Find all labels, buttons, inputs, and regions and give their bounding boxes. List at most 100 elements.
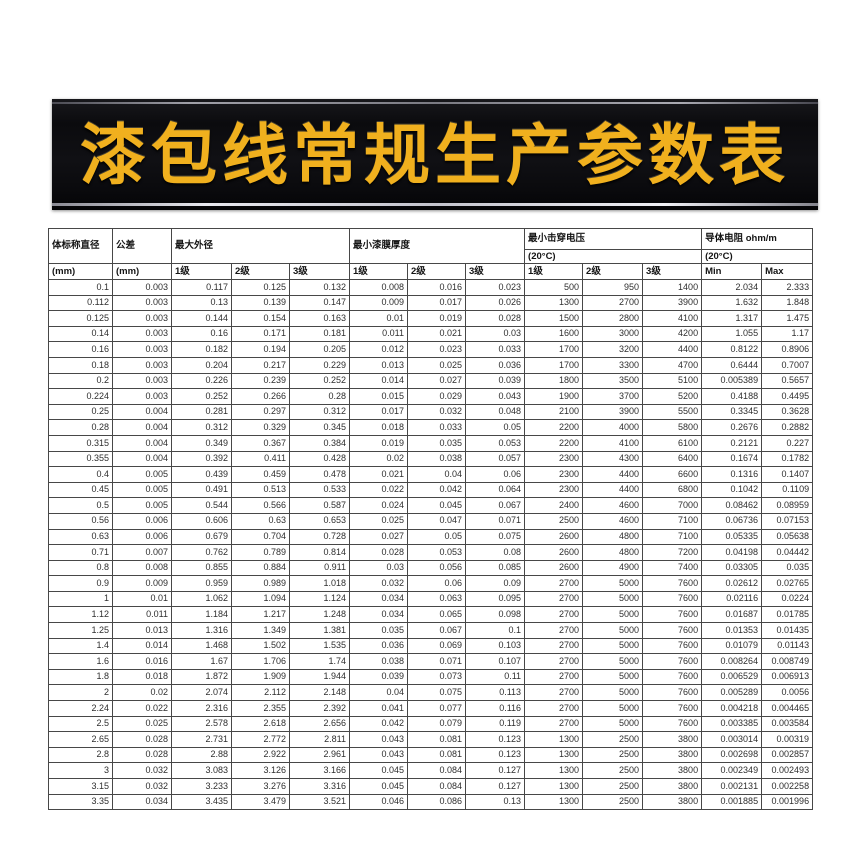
table-row: 0.4 0.005 0.439 0.459 0.478 0.021 0.04 0.06 2300… — [48, 466, 814, 483]
table-cell: 1.062 — [171, 590, 232, 608]
table-cell: 2700 — [524, 700, 584, 717]
table-cell: 1700 — [524, 356, 584, 374]
table-cell: 0.002131 — [701, 778, 763, 795]
table-cell: 0.032 — [407, 403, 467, 421]
table-cell: 3900 — [642, 294, 703, 312]
table-cell: 0.1109 — [761, 481, 814, 499]
table-cell: 1.909 — [231, 668, 290, 686]
table-cell: 2.112 — [231, 684, 290, 702]
table-cell: 0.016 — [112, 653, 172, 670]
table-cell: 0.05 — [465, 419, 526, 436]
table-cell: 0.048 — [465, 403, 526, 421]
table-cell: 4800 — [582, 544, 644, 561]
table-cell: 1.184 — [171, 606, 232, 624]
table-cell: 0.16 — [171, 325, 232, 343]
table-row: 1.4 0.014 1.468 1.502 1.535 0.036 0.069 0.103 27… — [48, 637, 814, 655]
subheader-bv-grade1: 1级 — [524, 263, 584, 280]
table-row: 0.1 0.003 0.117 0.125 0.132 0.008 0.016 0.023 50… — [48, 279, 814, 296]
table-cell: 0.039 — [349, 668, 409, 686]
table-cell: 0.003 — [112, 279, 172, 296]
table-cell: 0.224 — [48, 388, 113, 405]
table-cell: 1.502 — [231, 637, 290, 655]
table-cell: 2.355 — [231, 700, 290, 717]
table-cell: 2500 — [582, 778, 644, 795]
table-cell: 2.618 — [231, 715, 290, 733]
table-cell: 1300 — [524, 746, 584, 764]
table-cell: 0.018 — [349, 419, 409, 436]
table-cell: 0.036 — [465, 356, 526, 374]
table-cell: 3300 — [582, 356, 644, 374]
table-cell: 1900 — [524, 388, 584, 405]
table-cell: 2.731 — [171, 731, 232, 748]
table-cell: 0.2882 — [761, 419, 814, 436]
table-cell: 2.034 — [701, 279, 763, 296]
table-cell: 0.023 — [407, 341, 467, 358]
table-cell: 0.1 — [465, 622, 526, 639]
table-cell: 3800 — [642, 731, 703, 748]
table-cell: 0.113 — [465, 684, 526, 702]
table-cell: 1300 — [524, 294, 584, 312]
table-cell: 0.004 — [112, 419, 172, 436]
table-cell: 0.00319 — [761, 731, 814, 748]
table-cell: 0.002698 — [701, 746, 763, 764]
table-row: 1.6 0.016 1.67 1.706 1.74 0.038 0.071 0.107 2700… — [48, 653, 814, 670]
table-cell: 0.28 — [288, 388, 351, 405]
table-cell: 0.085 — [465, 559, 526, 577]
table-cell: 0.1674 — [701, 450, 763, 468]
table-cell: 1.74 — [288, 653, 351, 670]
table-cell: 0.63 — [48, 528, 113, 546]
table-cell: 0.4 — [48, 466, 113, 483]
table-cell: 0.204 — [171, 356, 232, 374]
table-cell: 0.003 — [112, 341, 172, 358]
table-cell: 7400 — [642, 559, 703, 577]
table-cell: 0.428 — [288, 450, 351, 468]
table-cell: 0.002258 — [761, 778, 814, 795]
subheader-tolerance-unit: (mm) — [112, 263, 172, 280]
table-cell: 2700 — [524, 575, 584, 592]
table-cell: 0.098 — [465, 606, 526, 624]
table-cell: 0.63 — [231, 512, 290, 530]
table-cell: 4400 — [582, 481, 644, 499]
table-cell: 0.039 — [465, 372, 526, 390]
table-cell: 0.312 — [288, 403, 351, 421]
subheader-film-grade1: 1级 — [349, 263, 409, 280]
table-cell: 0.4495 — [761, 388, 814, 405]
table-cell: 0.205 — [288, 341, 351, 358]
table-cell: 0.1316 — [701, 466, 763, 483]
table-cell: 0.855 — [171, 559, 232, 577]
table-cell: 0.004465 — [761, 700, 814, 717]
table-cell: 0.439 — [171, 466, 232, 483]
table-cell: 0.056 — [407, 559, 467, 577]
table-cell: 0.067 — [465, 497, 526, 514]
table-cell: 6400 — [642, 450, 703, 468]
table-header: 体标称直径 公差 最大外径 最小漆膜厚度 最小击穿电压 导体电阻 ohm/m (… — [48, 228, 814, 280]
table-cell: 0.053 — [465, 434, 526, 452]
table-cell: 0.252 — [171, 388, 232, 405]
table-cell: 1800 — [524, 372, 584, 390]
table-cell: 0.034 — [349, 606, 409, 624]
table-cell: 0.005289 — [701, 684, 763, 702]
table-row: 0.16 0.003 0.182 0.194 0.205 0.012 0.023 0.033 1… — [48, 341, 814, 358]
table-cell: 1.349 — [231, 622, 290, 639]
table-cell: 2500 — [582, 793, 644, 811]
table-cell: 0.315 — [48, 434, 113, 452]
table-cell: 0.003 — [112, 310, 172, 327]
table-cell: 0.02116 — [701, 590, 763, 608]
table-cell: 0.032 — [112, 778, 172, 795]
table-cell: 7600 — [642, 637, 703, 655]
table-cell: 0.367 — [231, 434, 290, 452]
table-cell: 2300 — [524, 466, 584, 483]
table-cell: 0.411 — [231, 450, 290, 468]
table-cell: 0.566 — [231, 497, 290, 514]
table-cell: 0.392 — [171, 450, 232, 468]
table-cell: 1.018 — [288, 575, 351, 592]
table-cell: 0.014 — [112, 637, 172, 655]
table-cell: 0.075 — [465, 528, 526, 546]
table-cell: 2.578 — [171, 715, 232, 733]
table-cell: 0.045 — [349, 762, 409, 779]
table-cell: 1.872 — [171, 668, 232, 686]
table-cell: 1.217 — [231, 606, 290, 624]
table-cell: 0.016 — [407, 279, 467, 296]
table-cell: 2600 — [524, 559, 584, 577]
table-cell: 0.02 — [349, 450, 409, 468]
